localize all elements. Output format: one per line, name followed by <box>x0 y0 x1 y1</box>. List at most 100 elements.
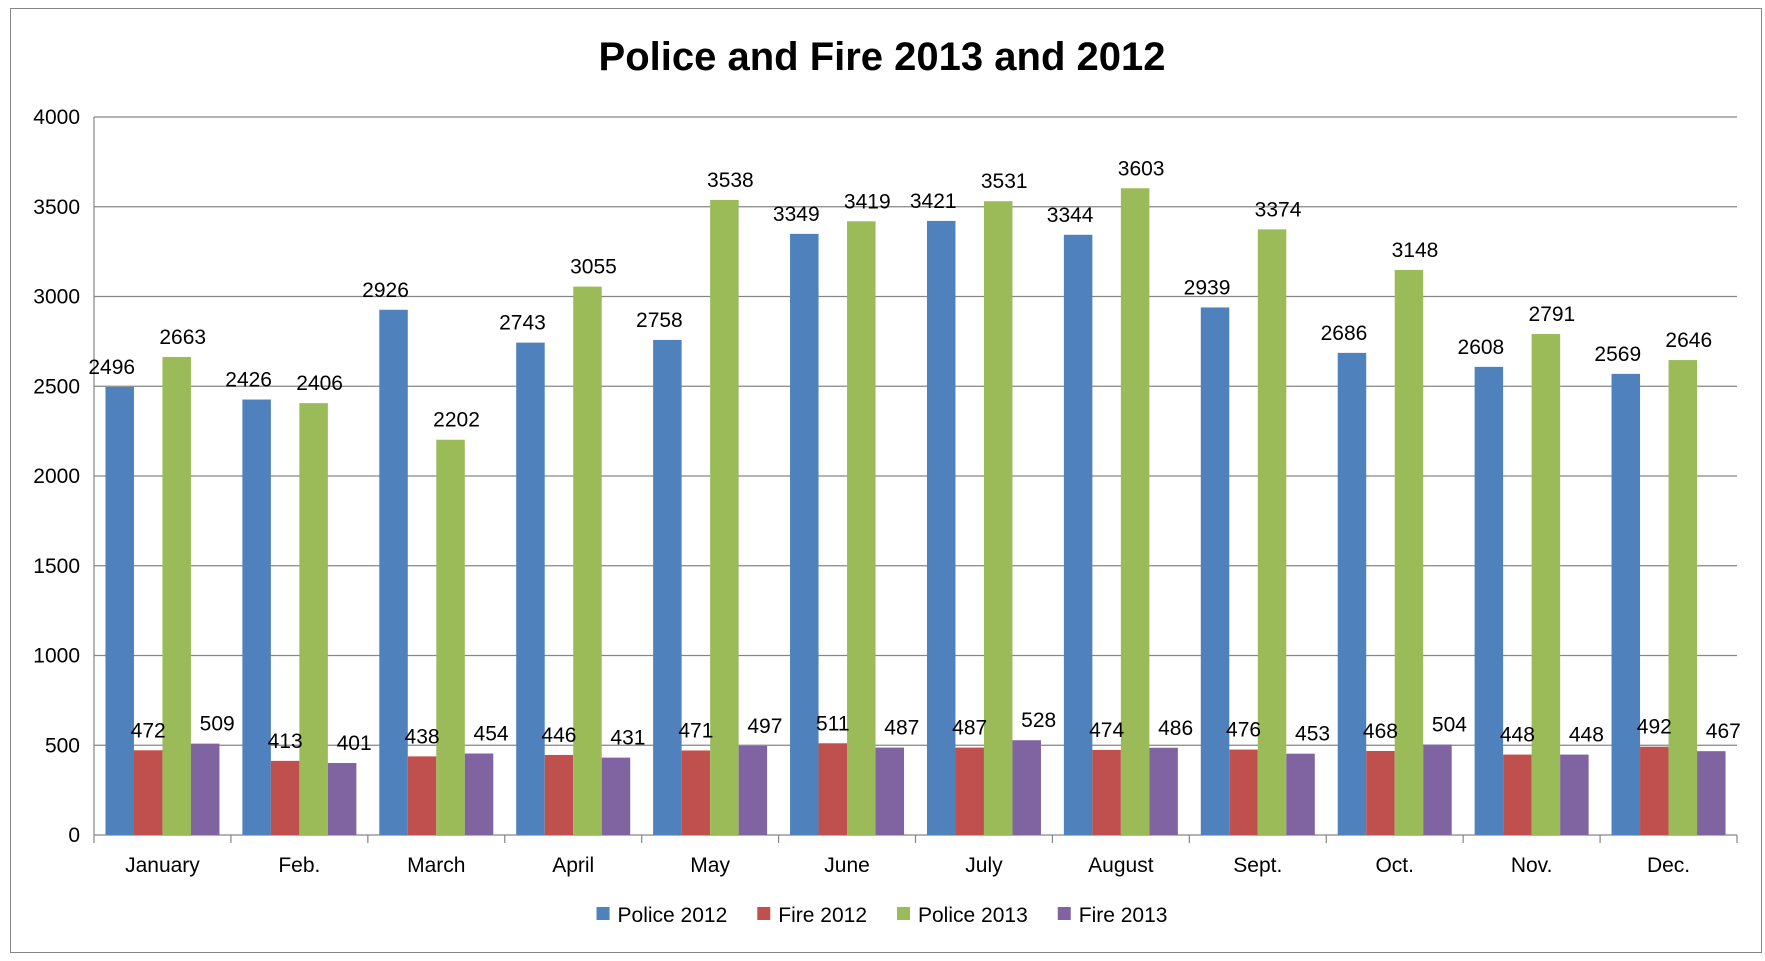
gridlines <box>94 116 1737 746</box>
data-label: 511 <box>816 712 849 735</box>
data-label: 2758 <box>636 309 683 332</box>
legend-swatch <box>1057 907 1071 920</box>
legend-label: Police 2013 <box>918 904 1028 927</box>
data-label: 2608 <box>1458 336 1505 359</box>
data-label: 2569 <box>1594 343 1641 366</box>
data-label: 2939 <box>1184 276 1231 299</box>
data-label: 467 <box>1706 720 1741 743</box>
legend-swatch <box>757 907 771 920</box>
data-label: 2202 <box>433 409 480 432</box>
y-tick-label: 1000 <box>33 645 80 668</box>
bar <box>1366 750 1395 835</box>
bar <box>270 760 300 835</box>
bar <box>1531 334 1561 835</box>
data-label: 3148 <box>1392 239 1439 262</box>
bar <box>601 757 631 835</box>
data-label: 2743 <box>499 312 546 335</box>
x-tick-label: April <box>552 854 594 877</box>
legend-swatch <box>596 907 610 920</box>
data-label: 3419 <box>844 190 891 213</box>
data-label: 476 <box>1226 719 1261 742</box>
data-label: 486 <box>1158 717 1193 740</box>
axes: 0 500 1000 1500 2000 2500 3000 3500 4000 January F… <box>33 106 1738 877</box>
bar <box>190 743 220 835</box>
bar <box>1120 188 1150 836</box>
bar <box>1423 744 1452 835</box>
bar <box>242 399 271 835</box>
bar <box>1394 269 1424 836</box>
data-label: 492 <box>1637 716 1672 739</box>
y-tick-label: 2000 <box>33 465 80 488</box>
data-label: 474 <box>1089 719 1124 742</box>
bar <box>516 342 545 835</box>
legend-label: Police 2012 <box>618 904 728 927</box>
bar <box>1337 352 1367 835</box>
data-label: 2646 <box>1665 329 1712 352</box>
data-label: 528 <box>1021 709 1056 732</box>
data-label: 3421 <box>910 190 957 213</box>
bar <box>105 386 134 835</box>
y-tick-label: 4000 <box>33 106 80 129</box>
data-label: 448 <box>1569 724 1604 747</box>
bar <box>379 309 408 836</box>
data-label: 446 <box>541 724 576 747</box>
x-tick-label: Sept. <box>1233 854 1282 877</box>
bar <box>1200 307 1230 836</box>
data-label: 497 <box>747 715 782 738</box>
x-tick-label: July <box>965 854 1003 877</box>
data-label: 487 <box>952 717 987 740</box>
data-label: 2496 <box>88 356 135 379</box>
bar <box>710 199 739 835</box>
x-tick-label: Nov. <box>1511 854 1553 877</box>
chart-title: Police and Fire 2013 and 2012 <box>599 35 1166 79</box>
bar <box>926 220 956 836</box>
data-label: 471 <box>678 719 713 742</box>
y-tick-label: 3500 <box>33 196 80 219</box>
data-label: 3344 <box>1047 204 1094 227</box>
bar <box>1229 749 1258 835</box>
bar <box>299 403 328 835</box>
y-tick-label: 1500 <box>33 555 80 578</box>
data-label: 3349 <box>773 203 820 226</box>
bar <box>653 339 682 835</box>
data-label: 468 <box>1363 720 1398 743</box>
y-tick-label: 2500 <box>33 375 80 398</box>
x-tick-label: Feb. <box>278 854 320 877</box>
bar <box>1063 234 1093 835</box>
bar <box>847 221 876 836</box>
bar <box>1092 749 1121 835</box>
data-label: 2406 <box>296 372 343 395</box>
data-label: 401 <box>337 732 372 755</box>
bar <box>407 756 437 835</box>
bar <box>1503 754 1532 835</box>
bar <box>1668 360 1698 835</box>
x-tick-label: June <box>824 854 870 877</box>
bar <box>1149 747 1178 835</box>
data-label: 438 <box>405 725 440 748</box>
x-tick-label: August <box>1088 854 1154 877</box>
bar <box>738 745 768 835</box>
data-label: 431 <box>610 727 645 750</box>
legend-label: Fire 2013 <box>1079 904 1168 927</box>
x-tick-label: January <box>125 854 200 877</box>
bar <box>983 201 1013 836</box>
bar <box>875 747 905 835</box>
data-label: 504 <box>1432 714 1467 737</box>
bar <box>162 356 191 835</box>
x-tick-label: March <box>407 854 465 877</box>
data-label: 472 <box>131 719 166 742</box>
bars <box>105 188 1726 836</box>
data-label: 3603 <box>1118 157 1165 180</box>
bar <box>1611 373 1641 835</box>
data-label: 413 <box>268 730 303 753</box>
bar <box>790 233 819 836</box>
bar <box>818 743 848 835</box>
data-labels: 2496 472 2663 509 2426 413 2406 401 2926 438 2202 4… <box>88 157 1740 755</box>
bar <box>573 286 602 835</box>
bar <box>955 747 984 835</box>
bar <box>1697 751 1726 835</box>
data-label: 2426 <box>225 369 272 392</box>
data-label: 448 <box>1500 724 1535 747</box>
bar <box>544 754 574 835</box>
